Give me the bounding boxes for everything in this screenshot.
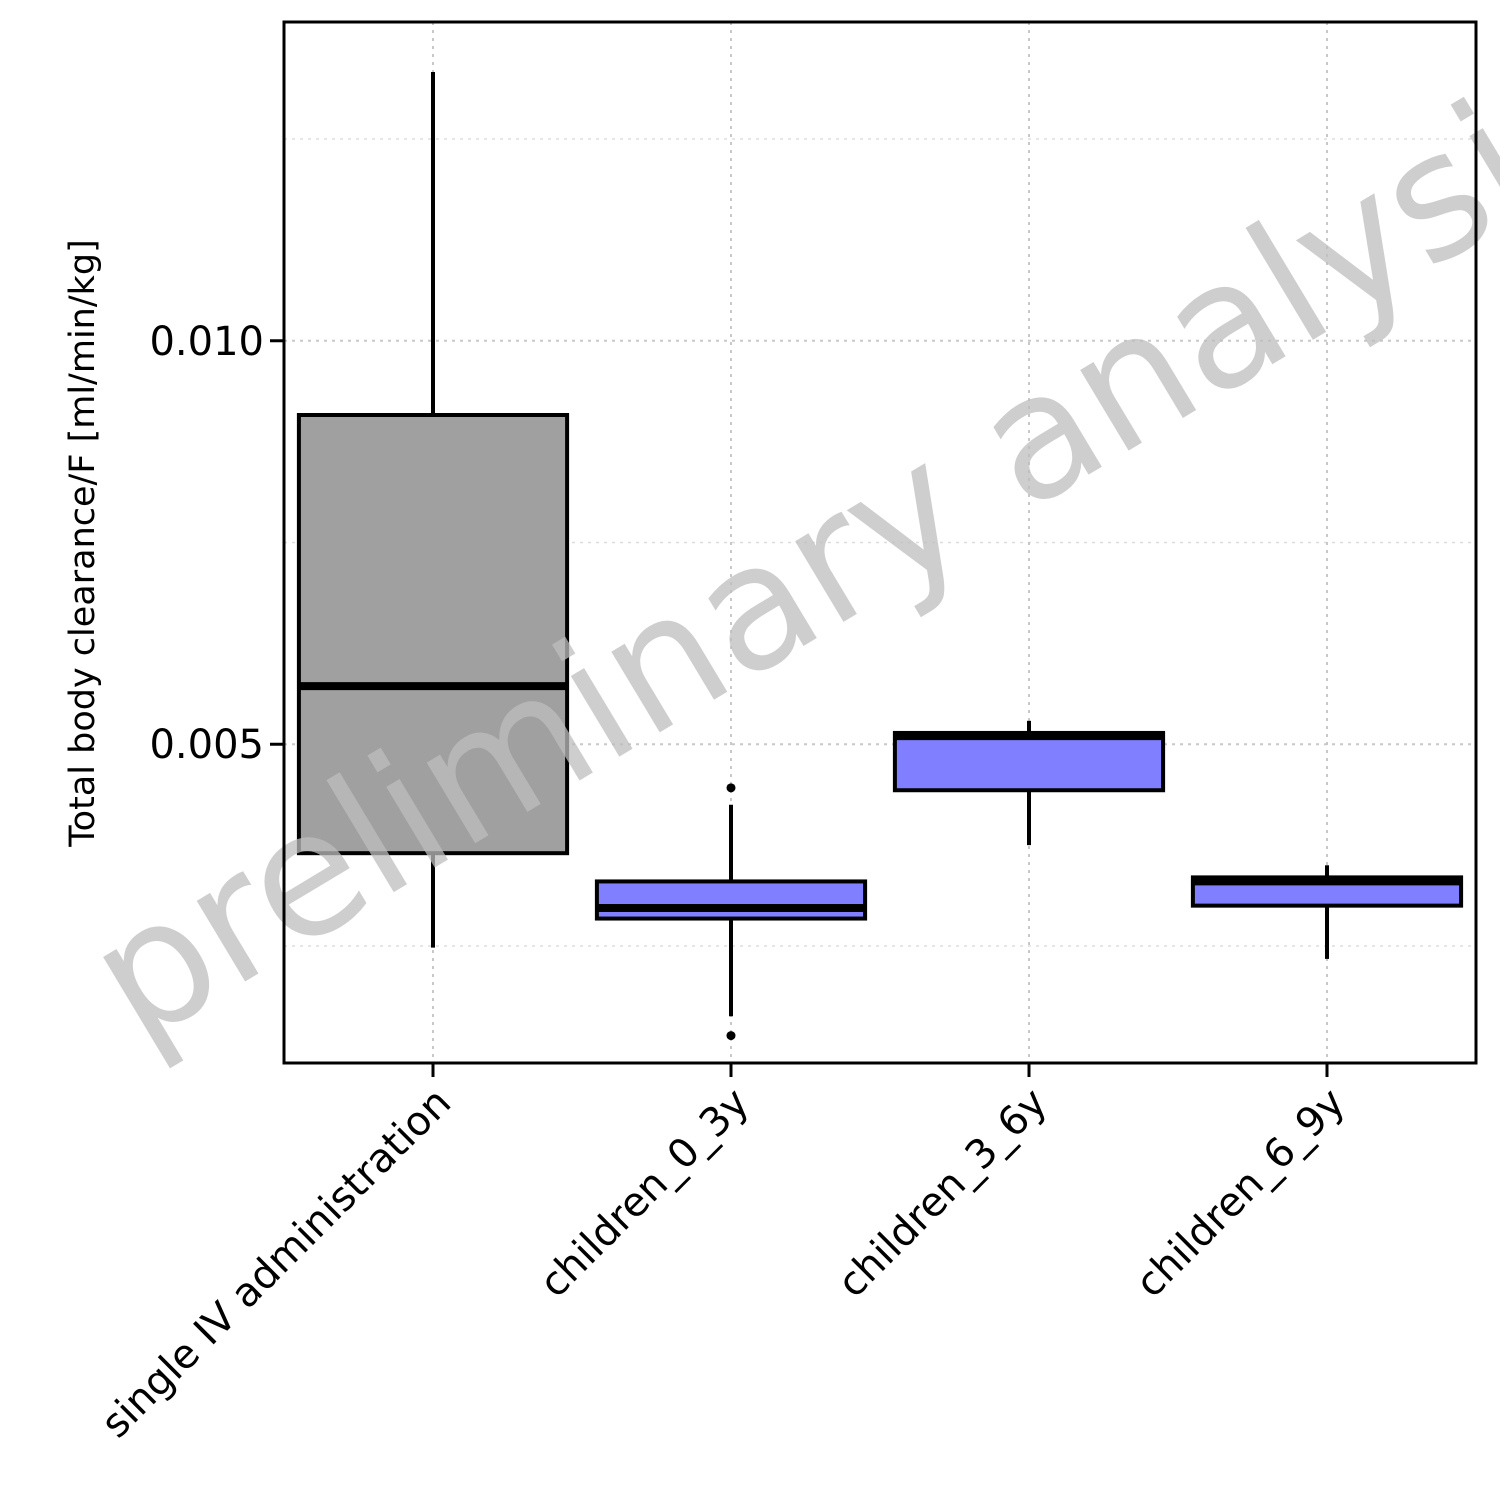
boxes [296,72,1464,1041]
y-axis-label: Total body clearance/F [ml/min/kg] [63,239,103,848]
box-single-iv-administration [296,72,570,948]
interquartile-box [296,412,570,856]
interquartile-box [594,879,868,921]
interquartile-box [892,730,1166,793]
box-children_6_9y [1190,865,1464,959]
y-tick-label: 0.005 [149,722,264,768]
plot-panel-border [282,20,1478,1065]
box-children_3_6y [892,720,1166,846]
y-tick-label: 0.010 [149,319,264,365]
outlier-point [726,1031,736,1041]
outlier-point [726,783,736,793]
box-children_0_3y [594,783,868,1041]
